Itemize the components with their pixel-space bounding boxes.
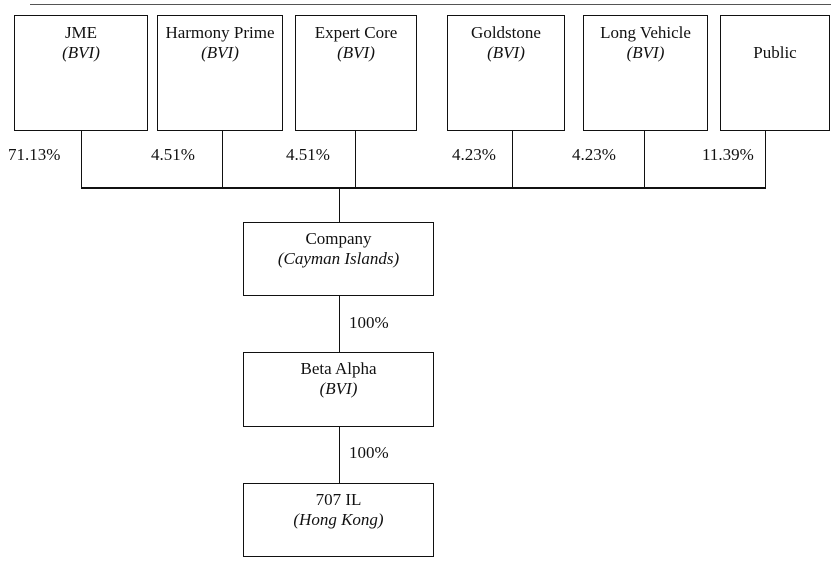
ownership-label-expert: 4.51%	[286, 145, 330, 164]
ownership-label-harmony: 4.51%	[151, 145, 195, 164]
ownership-label-long-vehicle: 4.23%	[572, 145, 616, 164]
connector-beta-to-707	[339, 427, 341, 483]
connector-harmony-drop	[222, 131, 224, 188]
ownership-label-beta-707: 100%	[349, 443, 389, 462]
entity-jurisdiction: (BVI)	[337, 42, 375, 62]
entity-jurisdiction: (BVI)	[201, 42, 239, 62]
entity-box-beta-alpha: Beta Alpha (BVI)	[243, 352, 434, 427]
entity-name: Expert Core	[314, 23, 398, 42]
entity-name: Company	[305, 229, 372, 248]
entity-name: JME	[64, 23, 98, 42]
entity-jurisdiction: (Hong Kong)	[293, 509, 384, 529]
entity-jurisdiction: (BVI)	[626, 42, 665, 62]
entity-name: Public	[753, 43, 797, 62]
connector-long-vehicle-drop	[644, 131, 646, 188]
connector-jme-drop	[81, 131, 83, 188]
ownership-label-goldstone: 4.23%	[452, 145, 496, 164]
connector-goldstone-drop	[512, 131, 514, 188]
entity-name: Beta Alpha	[300, 359, 377, 378]
connector-horizontal-bus	[81, 187, 766, 189]
ownership-label-jme: 71.13%	[8, 145, 61, 164]
entity-box-company: Company (Cayman Islands)	[243, 222, 434, 296]
entity-box-long-vehicle: Long Vehicle (BVI)	[583, 15, 708, 131]
entity-box-jme: JME (BVI)	[14, 15, 148, 131]
entity-name: Goldstone	[471, 23, 541, 42]
connector-public-drop	[765, 131, 767, 188]
entity-name: 707 IL	[315, 490, 362, 509]
connector-expert-drop	[355, 131, 357, 188]
connector-bus-to-company	[339, 188, 341, 223]
ownership-label-public: 11.39%	[702, 145, 754, 164]
connector-company-to-beta	[339, 296, 341, 352]
entity-box-goldstone: Goldstone (BVI)	[447, 15, 565, 131]
entity-jurisdiction: (BVI)	[319, 378, 358, 398]
entity-jurisdiction: (BVI)	[487, 42, 525, 62]
entity-box-public: Public	[720, 15, 830, 131]
top-border-line	[30, 4, 831, 5]
entity-box-707-il: 707 IL (Hong Kong)	[243, 483, 434, 557]
entity-jurisdiction: (BVI)	[62, 42, 100, 62]
entity-box-harmony-prime: Harmony Prime (BVI)	[157, 15, 283, 131]
entity-name: Long Vehicle	[600, 23, 691, 42]
ownership-label-company-beta: 100%	[349, 313, 389, 332]
entity-jurisdiction: (Cayman Islands)	[277, 248, 400, 268]
entity-box-expert-core: Expert Core (BVI)	[295, 15, 417, 131]
entity-name: Harmony Prime	[165, 23, 275, 42]
